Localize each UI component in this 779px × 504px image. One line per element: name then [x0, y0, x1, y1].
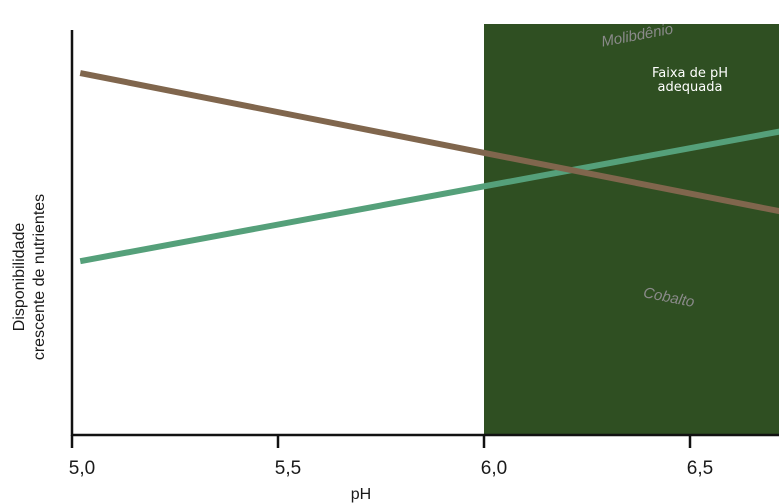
ph-band-label-line-1: Faixa de pH	[652, 66, 728, 81]
x-tick-label: 6,0	[481, 458, 507, 479]
y-axis-title-line-2: crescente de nutrientes	[31, 194, 48, 360]
x-tick-label: 5,5	[275, 458, 301, 479]
series-lines	[79, 70, 779, 265]
series-line-cobalto	[79, 70, 779, 215]
y-axis-title-line-1: Disponibilidade	[11, 223, 28, 332]
y-axis-title: Disponibilidade crescente de nutrientes	[11, 194, 48, 360]
ph-band: Faixa de pH adequada	[484, 24, 779, 435]
axes	[70, 30, 779, 437]
series-line-molibd-nio	[79, 128, 779, 265]
x-axis-title: pH	[351, 486, 371, 503]
x-tick-label: 6,5	[687, 458, 713, 479]
x-tick-label: 5,0	[69, 458, 95, 479]
x-axis-ticks: 5,05,56,06,57,08,0	[69, 435, 713, 479]
ph-band-label-line-2: adequada	[658, 80, 723, 95]
ph-band-rect	[484, 24, 779, 435]
